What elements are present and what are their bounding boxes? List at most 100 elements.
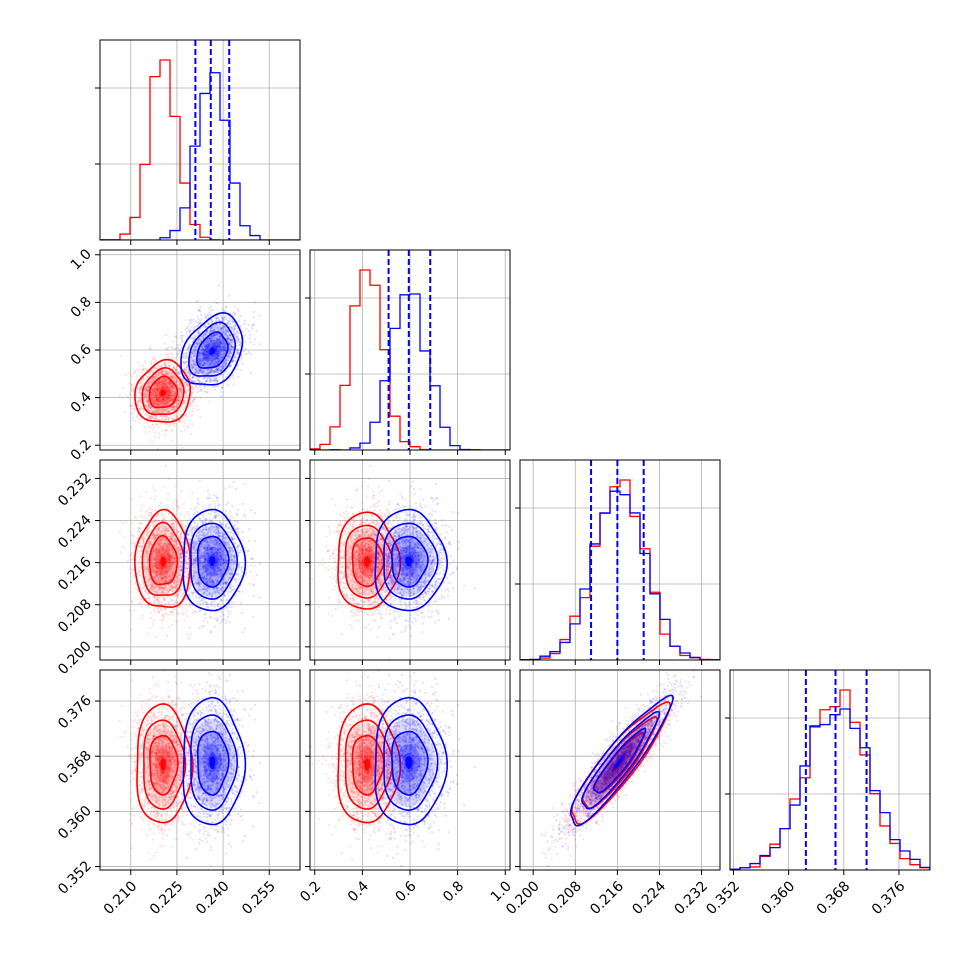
sample-point xyxy=(182,608,186,611)
sample-point xyxy=(214,346,217,350)
sample-point xyxy=(173,392,177,395)
sample-point xyxy=(166,378,169,381)
sample-point xyxy=(215,341,219,344)
sample-point xyxy=(154,396,157,399)
sample-point xyxy=(205,330,208,333)
sample-point xyxy=(156,389,159,392)
sample-point xyxy=(158,385,161,388)
sample-point xyxy=(173,376,176,379)
sample-point xyxy=(147,392,150,395)
sample-point xyxy=(191,391,194,394)
sample-point xyxy=(179,409,183,412)
sample-point xyxy=(155,398,159,401)
sample-point xyxy=(158,403,161,406)
sample-point xyxy=(166,353,169,356)
sample-point xyxy=(210,340,213,343)
sample-point xyxy=(138,398,141,401)
sample-point xyxy=(212,328,216,332)
sample-point xyxy=(151,400,154,403)
sample-point xyxy=(218,335,221,338)
sample-point xyxy=(168,346,171,349)
sample-point xyxy=(216,368,219,371)
sample-point xyxy=(138,401,142,405)
sample-point xyxy=(253,301,256,304)
sample-point xyxy=(147,386,150,389)
sample-point xyxy=(180,523,183,526)
sample-point xyxy=(252,310,255,314)
sample-point xyxy=(119,355,122,358)
sample-point xyxy=(156,403,160,406)
sample-point xyxy=(195,299,198,303)
sample-point xyxy=(151,368,154,371)
sample-point xyxy=(233,313,237,316)
sample-point xyxy=(180,489,183,493)
sample-point xyxy=(164,398,167,402)
sample-point xyxy=(139,382,142,385)
sample-point xyxy=(172,422,175,425)
sample-point xyxy=(161,373,164,376)
sample-point xyxy=(155,400,158,403)
sample-point xyxy=(141,384,144,387)
sample-point xyxy=(197,386,200,389)
sample-point xyxy=(186,426,189,429)
sample-point xyxy=(198,381,201,384)
sample-point xyxy=(166,396,169,399)
sample-point xyxy=(137,549,140,553)
sample-point xyxy=(153,408,157,411)
sample-point xyxy=(152,392,155,395)
sample-point xyxy=(171,418,174,422)
sample-point xyxy=(162,383,165,386)
sample-point xyxy=(207,349,210,352)
sample-point xyxy=(166,386,169,389)
sample-point xyxy=(156,382,159,385)
sample-point xyxy=(166,394,169,397)
sample-point xyxy=(213,388,216,391)
sample-point xyxy=(146,383,149,386)
sample-point xyxy=(169,399,172,402)
sample-point xyxy=(199,396,202,399)
sample-point xyxy=(215,352,219,355)
sample-point xyxy=(238,344,241,347)
sample-point xyxy=(167,512,170,515)
panel-frame xyxy=(729,669,931,871)
sample-point xyxy=(198,360,201,363)
sample-point xyxy=(163,377,166,380)
sample-point xyxy=(167,399,170,402)
sample-point xyxy=(164,603,167,606)
sample-point xyxy=(155,398,159,401)
sample-point xyxy=(163,397,166,401)
sample-point xyxy=(143,586,146,590)
sample-point xyxy=(147,400,150,403)
sample-point xyxy=(175,335,178,339)
sample-point xyxy=(181,378,184,381)
sample-point xyxy=(176,414,179,417)
sample-point xyxy=(151,394,154,397)
sample-point xyxy=(189,373,192,377)
sample-point xyxy=(164,388,167,391)
sample-point xyxy=(169,388,172,392)
sample-point xyxy=(165,387,168,390)
sample-point xyxy=(152,357,155,360)
sample-point xyxy=(150,397,153,400)
sample-point xyxy=(152,399,155,402)
sample-point xyxy=(159,372,162,375)
sample-point xyxy=(169,394,172,397)
sample-point xyxy=(150,426,153,429)
sample-point xyxy=(167,396,170,399)
sample-point xyxy=(131,405,134,408)
sample-point xyxy=(152,409,156,412)
sample-point xyxy=(162,398,165,401)
sample-point xyxy=(219,357,223,360)
sample-point xyxy=(225,375,228,378)
sample-point xyxy=(233,355,236,359)
sample-point xyxy=(168,381,172,384)
sample-point xyxy=(161,382,164,385)
sample-point xyxy=(146,407,149,410)
sample-point xyxy=(164,387,167,390)
sample-point xyxy=(165,381,168,384)
sample-point xyxy=(197,361,200,364)
sample-point xyxy=(214,385,217,388)
sample-point xyxy=(156,384,159,387)
sample-point xyxy=(202,343,205,346)
sample-point xyxy=(158,371,161,374)
